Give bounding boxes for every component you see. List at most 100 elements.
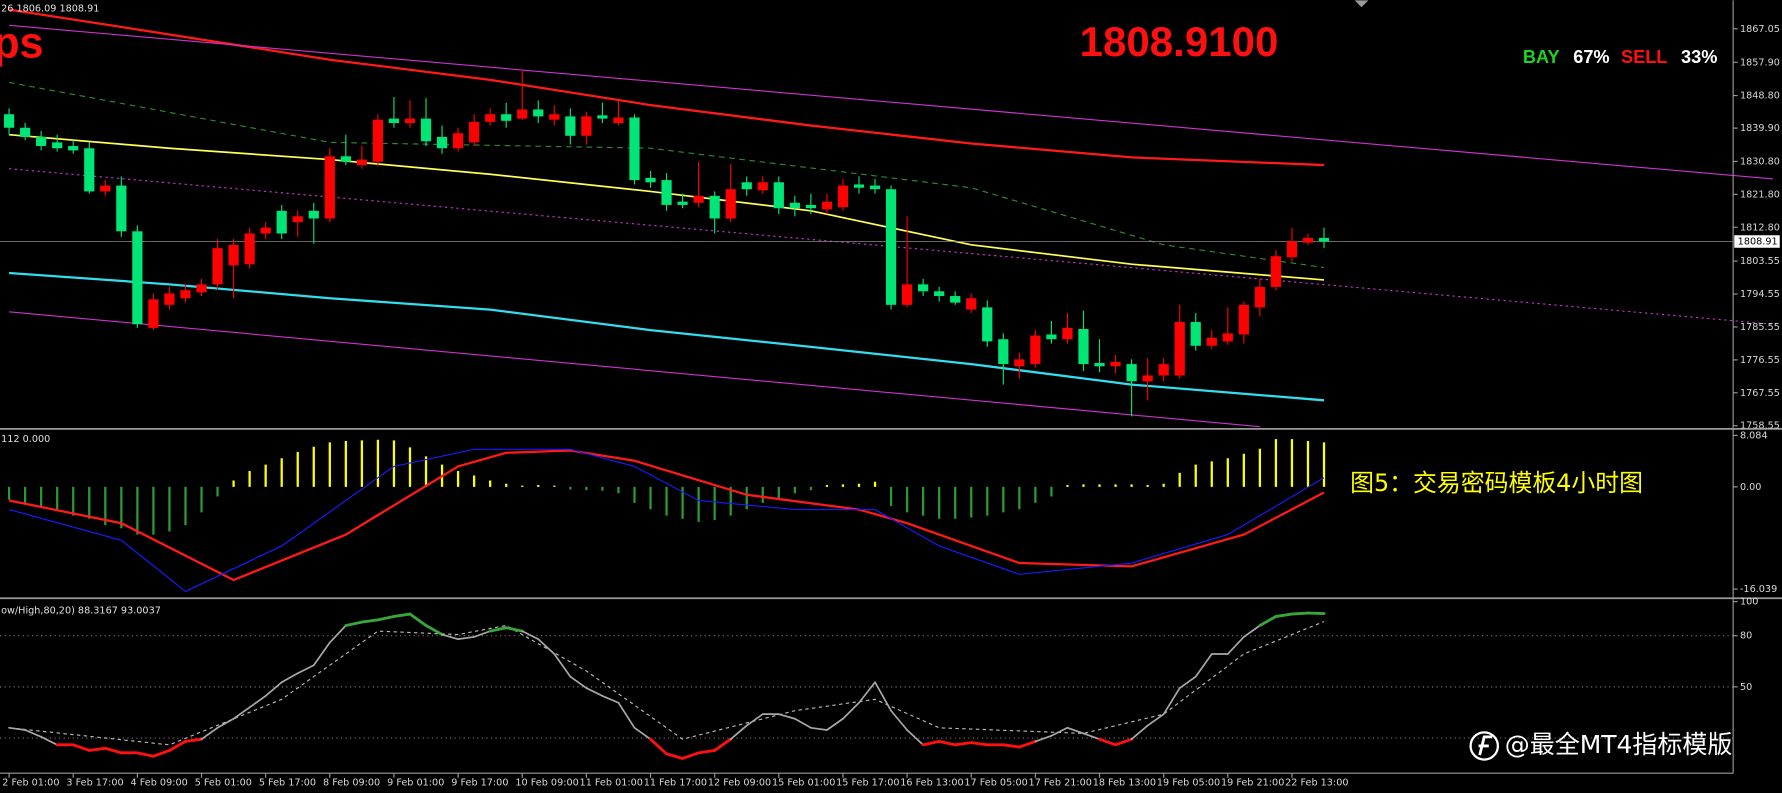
candle-body <box>773 182 784 209</box>
main-line-segment <box>1017 740 1037 749</box>
candle-body <box>436 136 448 149</box>
current-price-box <box>1734 235 1780 248</box>
candle-body <box>950 296 961 303</box>
main-line-segment <box>473 630 492 638</box>
candle-body <box>1046 334 1057 340</box>
main-line-segment <box>312 641 331 667</box>
symbol-title: ps <box>0 19 44 67</box>
main-line-segment <box>1146 713 1165 727</box>
candle-body <box>68 146 79 151</box>
y-tick-label: -16.039 <box>1740 584 1777 595</box>
main-line-segment <box>681 751 701 760</box>
candle-body <box>885 189 897 305</box>
panel-header: 26 1806.09 1808.91 <box>1 3 99 14</box>
main-line-segment <box>633 726 652 741</box>
price-panel <box>0 8 1774 428</box>
candle-body <box>1158 364 1169 376</box>
main-line-segment <box>1066 726 1085 735</box>
y-tick-label: 1830.80 <box>1740 156 1780 167</box>
x-tick-label: 5 Feb 17:00 <box>259 777 316 788</box>
main-line-segment <box>953 741 973 747</box>
sentiment-percent: 67% <box>1573 47 1609 67</box>
main-line-segment <box>1178 675 1197 689</box>
main-line-segment <box>135 751 155 758</box>
main-line-segment <box>810 726 828 731</box>
candle-body <box>581 116 592 136</box>
candle-body <box>84 148 95 192</box>
x-tick-label: 9 Feb 17:00 <box>451 777 508 788</box>
main-line-segment <box>1274 612 1294 618</box>
candle-body <box>1030 335 1041 365</box>
y-tick-label: 8.084 <box>1740 430 1768 441</box>
candle-body <box>420 118 432 142</box>
sentiment: BAY 67% SELL 33% <box>1523 47 1718 67</box>
candle-body <box>613 117 624 123</box>
x-tick-label: 19 Feb 21:00 <box>1221 777 1284 788</box>
main-line-segment <box>793 717 812 729</box>
x-tick-label: 18 Feb 13:00 <box>1093 777 1156 788</box>
candle-body <box>324 156 335 219</box>
main-line-segment <box>184 737 203 743</box>
shift-marker <box>1354 0 1369 8</box>
candle-body <box>982 307 993 342</box>
candle-body <box>340 156 351 162</box>
main-line-segment <box>649 737 668 756</box>
main-line-segment <box>1162 687 1181 715</box>
candle-body <box>212 248 223 285</box>
candle-body <box>20 127 31 137</box>
candle-body <box>356 159 367 166</box>
candle-body <box>693 195 704 203</box>
y-tick-label: 50 <box>1740 682 1752 693</box>
stochastic-panel <box>0 611 1734 760</box>
y-tick-label: 1839.90 <box>1740 123 1780 134</box>
main-line-segment <box>1306 611 1326 615</box>
main-line-segment <box>826 717 844 731</box>
indicator-line <box>9 311 1260 428</box>
candle-body <box>966 298 977 310</box>
main-line-segment <box>729 724 748 741</box>
x-tick-label: 11 Feb 17:00 <box>644 777 707 788</box>
main-line-segment <box>585 687 604 697</box>
x-tick-label: 4 Feb 09:00 <box>131 777 188 788</box>
main-line-segment <box>280 672 299 684</box>
main-line-segment <box>1034 734 1053 743</box>
candle-body <box>837 185 849 208</box>
main-line-segment <box>937 740 957 747</box>
main-line-segment <box>1194 653 1213 678</box>
main-line-segment <box>617 701 636 729</box>
main-line-segment <box>344 620 364 627</box>
signal-line <box>9 621 1325 746</box>
main-line-segment <box>151 749 171 758</box>
candle-body <box>853 184 865 188</box>
main-line-segment <box>488 626 508 633</box>
main-line-segment <box>360 618 380 624</box>
watermark: @最全MT4指标模版 <box>1505 730 1733 759</box>
main-line-segment <box>103 746 123 755</box>
candle-body <box>661 180 672 205</box>
indicator-line <box>8 81 1325 269</box>
watermark-icon <box>1478 735 1493 756</box>
x-tick-label: 2 Feb 01:00 <box>2 777 59 788</box>
candle-body <box>36 136 47 147</box>
candle-body <box>485 114 496 122</box>
y-tick-label: 1794.55 <box>1740 289 1780 300</box>
y-tick-label: 0.00 <box>1740 482 1762 493</box>
candle-body <box>1062 327 1073 340</box>
watermark-group: @最全MT4指标模版 <box>1469 730 1733 761</box>
sentiment-label: SELL <box>1621 47 1667 67</box>
main-line-segment <box>777 713 796 720</box>
candle-body <box>469 121 480 143</box>
main-line-segment <box>71 743 91 752</box>
y-tick-label: 1785.55 <box>1740 322 1780 333</box>
candle-body <box>517 109 528 119</box>
candle-body <box>1286 241 1298 258</box>
main-line-segment <box>1082 732 1101 741</box>
candle-body <box>196 284 207 293</box>
main-line-segment <box>1258 615 1278 627</box>
main-line-segment <box>569 675 588 689</box>
candle-body <box>180 290 191 299</box>
x-tick-label: 12 Feb 09:00 <box>708 777 771 788</box>
main-line-segment <box>521 630 540 640</box>
